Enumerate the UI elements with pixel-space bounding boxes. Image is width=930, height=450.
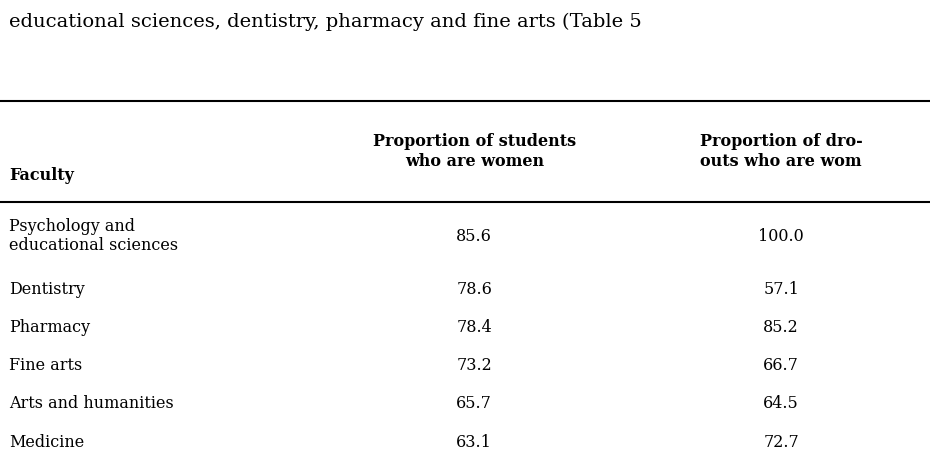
Text: 85.6: 85.6 — [457, 228, 492, 245]
Text: Faculty: Faculty — [9, 167, 74, 184]
Text: educational sciences, dentistry, pharmacy and fine arts (Table 5: educational sciences, dentistry, pharmac… — [9, 13, 642, 32]
Text: Fine arts: Fine arts — [9, 357, 83, 374]
Text: Proportion of students
who are women: Proportion of students who are women — [373, 133, 576, 170]
Text: Pharmacy: Pharmacy — [9, 319, 90, 336]
Text: Medicine: Medicine — [9, 434, 85, 450]
Text: 85.2: 85.2 — [764, 319, 799, 336]
Text: 63.1: 63.1 — [457, 434, 492, 450]
Text: Psychology and
educational sciences: Psychology and educational sciences — [9, 218, 179, 254]
Text: 64.5: 64.5 — [764, 396, 799, 412]
Text: Dentistry: Dentistry — [9, 281, 85, 298]
Text: 57.1: 57.1 — [764, 281, 799, 298]
Text: Proportion of dro-
outs who are wom: Proportion of dro- outs who are wom — [700, 133, 863, 170]
Text: 66.7: 66.7 — [764, 357, 799, 374]
Text: 73.2: 73.2 — [457, 357, 492, 374]
Text: 78.4: 78.4 — [457, 319, 492, 336]
Text: 72.7: 72.7 — [764, 434, 799, 450]
Text: 65.7: 65.7 — [457, 396, 492, 412]
Text: 78.6: 78.6 — [457, 281, 492, 298]
Text: Arts and humanities: Arts and humanities — [9, 396, 174, 412]
Text: 100.0: 100.0 — [758, 228, 804, 245]
